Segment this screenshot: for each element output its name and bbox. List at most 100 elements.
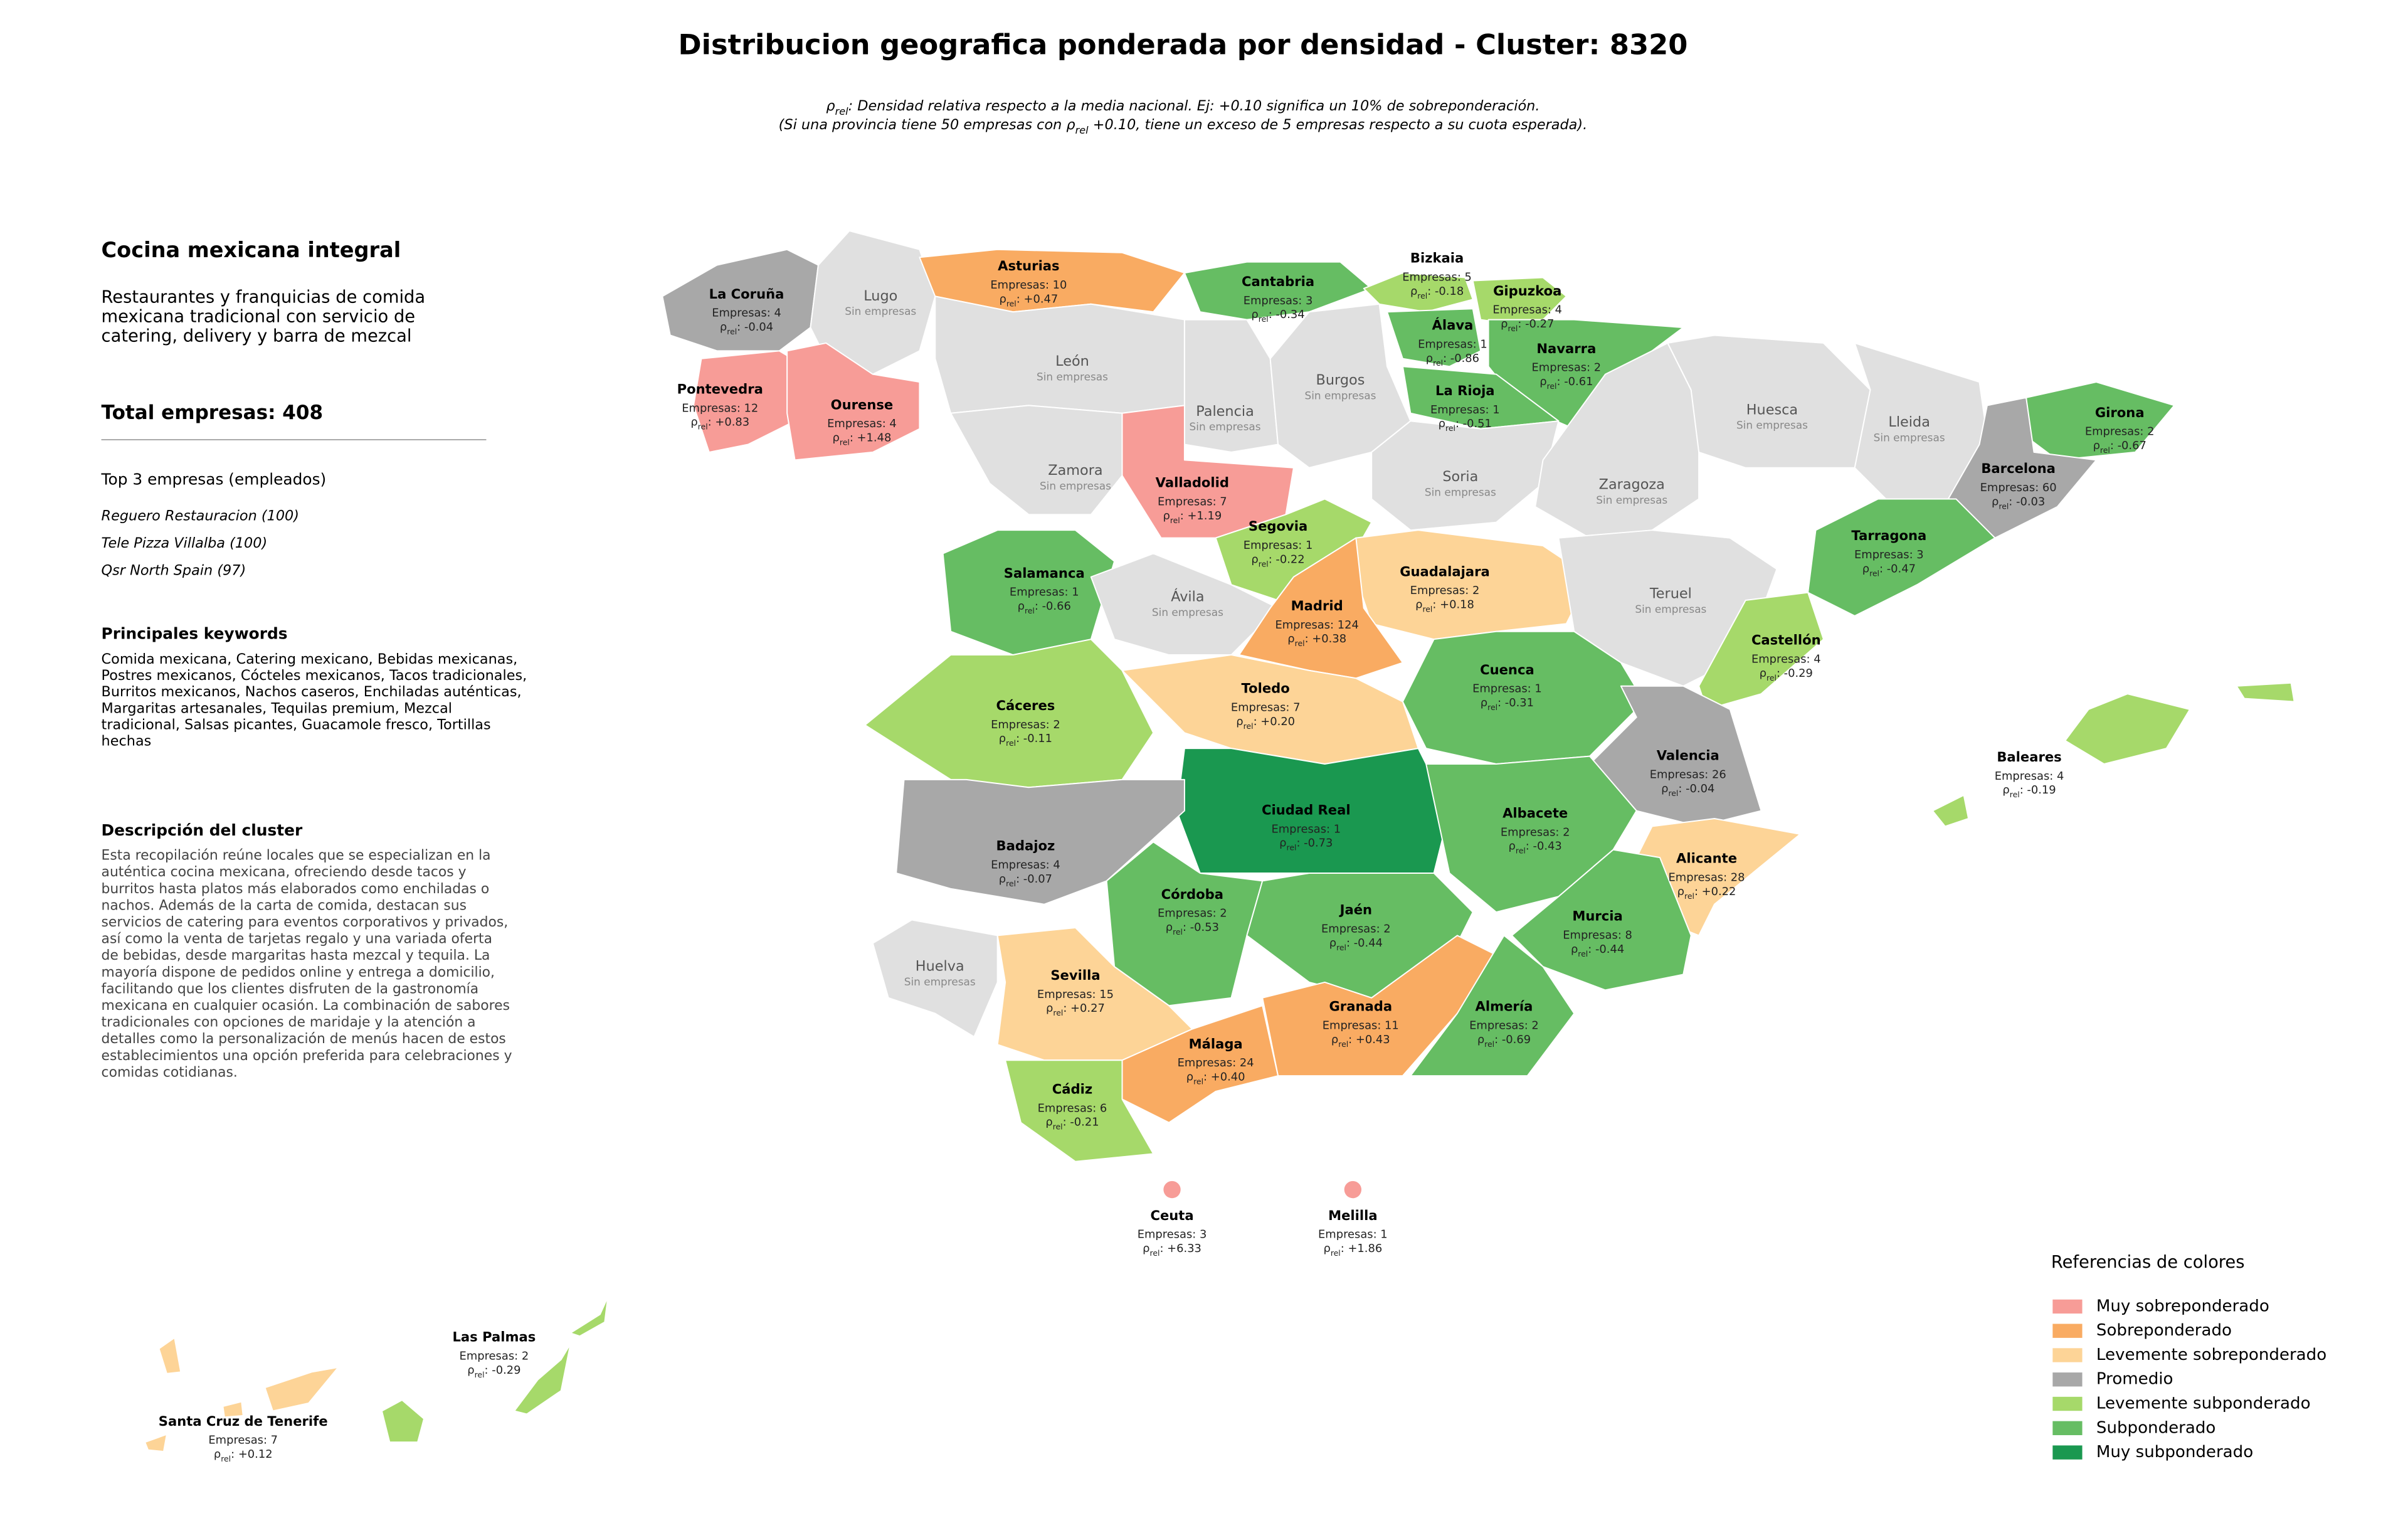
rho-label: ρrel: +0.47 <box>999 292 1058 308</box>
companies-label: Empresas: 2 <box>2085 425 2155 438</box>
rho-label: ρrel: +0.40 <box>1186 1071 1245 1086</box>
province-name: Las Palmas <box>452 1329 536 1345</box>
companies-label: Empresas: 4 <box>991 859 1060 872</box>
rho-symbol: ρ <box>1661 782 1668 795</box>
province-name: Cádiz <box>1052 1081 1092 1096</box>
subtitle-part: : Densidad relativa respecto a la media … <box>848 98 1540 114</box>
rho-colon: : <box>1427 285 1435 298</box>
province-name: Murcia <box>1572 908 1622 924</box>
province-name: Girona <box>2095 405 2145 420</box>
rho-symbol: ρ <box>1323 1242 1330 1255</box>
companies-label: Empresas: 28 <box>1669 871 1745 884</box>
province-name: Jaén <box>1339 902 1372 918</box>
rho-colon: : <box>1180 509 1188 523</box>
rho-colon: : <box>1518 317 1525 331</box>
rho-label: ρrel: +6.33 <box>1143 1242 1201 1258</box>
rho-label: ρrel: -0.27 <box>1501 317 1554 333</box>
province-name: Granada <box>1329 999 1392 1014</box>
subtitle-part: ρ <box>826 98 835 114</box>
rho-subscript: rel <box>1484 1039 1494 1049</box>
rho-label: ρrel: +0.43 <box>1331 1033 1390 1049</box>
rho-symbol: ρ <box>1287 632 1294 645</box>
companies-label: Empresas: 24 <box>1178 1056 1254 1069</box>
rho-subscript: rel <box>1336 943 1346 952</box>
companies-label: Empresas: 8 <box>1563 928 1632 942</box>
companies-label: Empresas: 5 <box>1402 271 1472 284</box>
province-name: Asturias <box>998 258 1059 273</box>
rho-value: +0.40 <box>1211 1071 1245 1084</box>
rho-symbol: ρ <box>1045 1116 1052 1129</box>
description: nachos. Además de la carta de comida, de… <box>102 898 467 913</box>
subtitle: (Si una provincia tiene 50 empresas con … <box>779 116 1588 136</box>
panel-summary: mexicana tradicional con servicio de <box>102 307 416 326</box>
rho-symbol: ρ <box>1046 1002 1053 1015</box>
rho-colon: : <box>1183 921 1190 934</box>
rho-colon: : <box>1341 1242 1348 1255</box>
subtitle-part: (Si una provincia tiene 50 empresas con <box>779 116 1067 132</box>
rho-symbol: ρ <box>2093 439 2100 452</box>
rho-label: ρrel: -0.03 <box>1992 495 2045 511</box>
rho-colon: : <box>1305 632 1312 645</box>
rho-subscript: rel <box>1053 1008 1063 1017</box>
province-name: Almería <box>1476 999 1533 1014</box>
rho-colon: : <box>1346 936 1354 950</box>
companies-label: Empresas: 2 <box>1321 922 1391 935</box>
panel-summary: Restaurantes y franquicias de comida <box>102 287 426 307</box>
companies-label: Empresas: 1 <box>1472 682 1542 696</box>
rho-label: ρrel: -0.53 <box>1166 921 1219 936</box>
companies-label: Empresas: 2 <box>991 718 1060 731</box>
rho-value: -0.29 <box>1784 667 1813 680</box>
keywords: hechas <box>102 733 152 749</box>
companies-label: Empresas: 2 <box>1532 361 1602 374</box>
province-name: Lleida <box>1888 414 1930 430</box>
rho-subscript: rel <box>1487 703 1497 712</box>
province-name: Badajoz <box>996 838 1055 854</box>
province-name: Albacete <box>1502 805 1568 821</box>
province-name: Salamanca <box>1004 565 1085 581</box>
rho-value: +0.43 <box>1356 1033 1390 1046</box>
legend-swatch <box>2052 1421 2083 1435</box>
no-data-label: Sin empresas <box>1152 606 1223 618</box>
rho-subscript: rel <box>1445 423 1455 433</box>
province-name: Barcelona <box>1981 460 2056 476</box>
rho-subscript: rel <box>840 438 850 447</box>
rho-subscript: rel <box>1170 516 1180 525</box>
rho-label: ρrel: +1.48 <box>833 432 892 447</box>
no-data-label: Sin empresas <box>1874 432 1945 444</box>
companies-label: Empresas: 4 <box>1995 770 2064 783</box>
legend-label: Sobreponderado <box>2096 1321 2232 1340</box>
rho-label: ρrel: +0.38 <box>1287 632 1346 648</box>
rho-colon: : <box>1497 696 1505 709</box>
subtitle-part: +0.10, tiene un exceso de 5 empresas res… <box>1089 116 1588 132</box>
rho-value: -0.47 <box>1887 562 1916 575</box>
no-data-label: Sin empresas <box>1635 603 1706 615</box>
description: comidas cotidianas. <box>102 1064 238 1080</box>
province-name: Teruel <box>1649 586 1692 602</box>
rho-colon: : <box>1203 1071 1211 1084</box>
rho-symbol: ρ <box>1571 943 1578 956</box>
province-name: Navarra <box>1536 341 1596 356</box>
province-name: Gipuzkoa <box>1493 283 1561 299</box>
legend-label: Muy subponderado <box>2096 1443 2253 1462</box>
companies-label: Empresas: 1 <box>1430 403 1500 416</box>
province <box>1807 498 1996 617</box>
province <box>810 230 936 375</box>
province <box>222 1401 244 1418</box>
legend-swatch <box>2052 1324 2083 1338</box>
rho-symbol: ρ <box>1539 375 1546 388</box>
rho-colon: : <box>1035 600 1042 613</box>
description: Esta recopilación reúne locales que se e… <box>102 848 491 864</box>
rho-label: ρrel: +0.22 <box>1677 885 1736 901</box>
province <box>2236 682 2295 703</box>
rho-subscript: rel <box>475 1370 485 1379</box>
rho-label: ρrel: -0.73 <box>1279 837 1333 852</box>
rho-symbol: ρ <box>1329 936 1336 950</box>
province <box>895 778 1185 905</box>
description: mayoría dispone de pedidos online y entr… <box>102 965 495 980</box>
province <box>1386 308 1482 368</box>
rho-value: -0.11 <box>1023 732 1052 745</box>
rho-symbol: ρ <box>1251 553 1258 566</box>
rho-colon: : <box>1296 837 1304 850</box>
province-name: Cáceres <box>996 698 1055 713</box>
province <box>872 919 998 1037</box>
